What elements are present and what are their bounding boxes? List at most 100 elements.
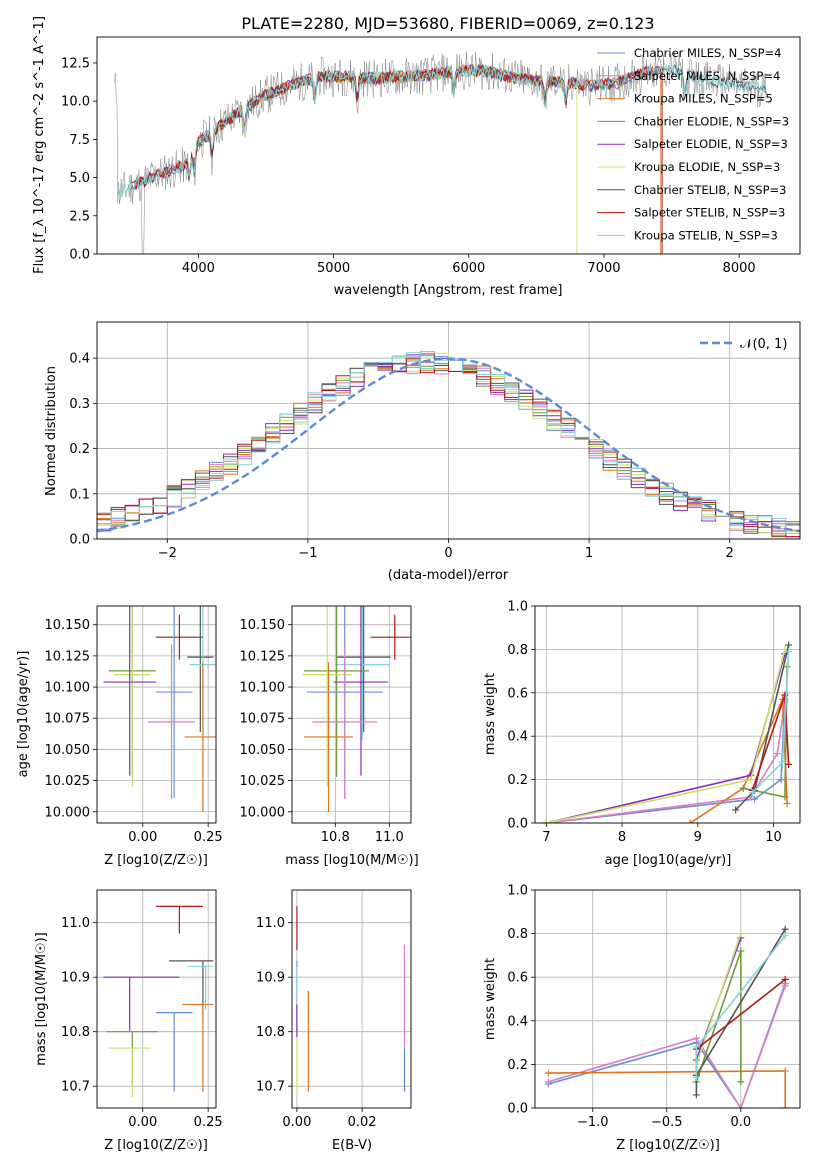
y-tick-label: 2.5 <box>69 209 90 224</box>
y-tick-label: 10.8 <box>256 1025 285 1040</box>
y-axis-label: age [log10(age/yr)] <box>16 651 31 778</box>
y-tick-label: 10.150 <box>240 618 286 633</box>
x-tick-label: 0.25 <box>194 830 223 845</box>
y-tick-label: 10.7 <box>256 1080 285 1095</box>
axes-frame <box>96 605 217 824</box>
weight-lines <box>542 641 793 823</box>
x-axis-label: mass [log10(M/M☉)] <box>285 853 418 868</box>
x-axis-label: age [log10(age/yr)] <box>605 853 732 868</box>
weight-salpeter_miles-marker <box>773 750 781 758</box>
y-tick-label: 10.125 <box>45 649 91 664</box>
histogram-lines <box>97 351 800 538</box>
axes-frame <box>96 889 217 1109</box>
x-tick-label: 0.00 <box>128 830 157 845</box>
y-tick-label: 10.075 <box>240 712 286 727</box>
x-tick-label: −2 <box>158 546 177 561</box>
y-tick-label: 0.6 <box>507 686 528 701</box>
y-tick-label: 10.9 <box>256 971 285 986</box>
weight-chabrier_miles-marker <box>777 776 785 784</box>
y-tick-label: 0.8 <box>507 643 528 658</box>
weight-salpeter_miles-marker <box>781 982 789 990</box>
weight-chabrier_stelib-marker <box>785 641 793 649</box>
y-tick-label: 10.075 <box>45 712 91 727</box>
y-tick-label: 10.050 <box>45 743 91 758</box>
weight-chabrier_stelib-marker <box>732 806 740 814</box>
y-tick-label: 0.6 <box>507 971 528 986</box>
axes-frame <box>291 889 412 1109</box>
x-axis-label: E(B-V) <box>332 1138 372 1153</box>
figure-title: PLATE=2280, MJD=53680, FIBERID=0069, z=0… <box>241 14 654 33</box>
legend-label-chabrier_miles: Chabrier MILES, N_SSP=4 <box>634 46 781 60</box>
weight-salpeter_stelib-marker <box>781 691 789 699</box>
axes-frame <box>291 605 412 824</box>
legend-label-salpeter_elodie: Salpeter ELODIE, N_SSP=3 <box>634 137 788 151</box>
axes-frame <box>534 605 801 824</box>
y-axis-label: Flux [f_λ 10^-17 erg cm^-2 s^-1 A^-1] <box>32 16 47 274</box>
y-tick-label: 0.0 <box>69 533 90 548</box>
x-tick-label: 11.0 <box>375 830 404 845</box>
weight-kroupa_stelib-marker <box>692 1043 700 1051</box>
y-tick-label: 0.3 <box>69 397 90 412</box>
x-axis-label: wavelength [Angstrom, rest frame] <box>334 283 563 298</box>
x-tick-label: 0.00 <box>282 1115 311 1130</box>
legend-label-gauss: 𝒩(0, 1) <box>740 337 787 352</box>
weight-vs-age-panel: 7 8 9 10 0.0 0.2 0.4 0.6 0.8 1.0 age [log10(age/yr… <box>483 600 801 868</box>
weight-kroupa_miles-marker <box>781 1067 789 1075</box>
x-tick-label: 0.0 <box>730 1115 751 1130</box>
weight-kroupa_miles-marker <box>781 1104 789 1108</box>
error-bars <box>103 606 216 812</box>
weight-kroupa_stelib-marker <box>781 932 789 940</box>
y-tick-label: 1.0 <box>507 600 528 615</box>
y-tick-label: 0.0 <box>69 248 90 263</box>
y-tick-label: 10.125 <box>240 649 286 664</box>
x-tick-label: 8 <box>618 830 626 845</box>
histogram-salpeter_stelib-line <box>97 358 800 538</box>
y-tick-label: 0.2 <box>69 442 90 457</box>
x-tick-label: 5000 <box>317 261 350 276</box>
x-tick-label: −0.5 <box>651 1115 683 1130</box>
weight-chabrier_elodie-marker <box>737 1078 745 1086</box>
x-tick-label: −1.0 <box>577 1115 609 1130</box>
weight-chabrier_miles-line <box>546 699 786 823</box>
weight-kroupa_elodie-marker <box>747 776 755 784</box>
error-bars <box>296 906 406 1098</box>
x-axis-label: (data-model)/error <box>388 568 509 583</box>
spectrum-panel: 4000 5000 6000 7000 8000 0.0 2.5 5.0 7.5 10.0 12.5… <box>32 16 801 298</box>
weight-kroupa_elodie-marker <box>542 819 550 823</box>
weight-salpeter_miles-marker <box>692 1034 700 1042</box>
weight-kroupa_stelib-marker <box>748 789 756 797</box>
x-tick-label: 8000 <box>723 261 756 276</box>
y-tick-label: 0.2 <box>507 1058 528 1073</box>
x-tick-label: 2 <box>726 546 734 561</box>
weight-chabrier_miles-marker <box>751 795 759 803</box>
y-tick-label: 10.025 <box>45 774 91 789</box>
legend-label-salpeter_miles: Salpeter MILES, N_SSP=4 <box>634 69 780 83</box>
weight-chabrier_elodie-marker <box>739 784 747 792</box>
x-tick-label: 0.25 <box>194 1115 223 1130</box>
y-axis-label: mass [log10(M/M☉)] <box>34 932 49 1065</box>
x-tick-label: 0.00 <box>128 1115 157 1130</box>
weight-lines <box>544 925 789 1108</box>
y-tick-label: 10.9 <box>61 971 90 986</box>
y-tick-label: 10.7 <box>61 1080 90 1095</box>
y-tick-label: 0.2 <box>507 773 528 788</box>
residuals-panel: −2 −1 0 1 2 0.0 0.1 0.2 0.3 0.4 𝒩(0, 1) (data-model… <box>44 321 801 583</box>
age-vs-mass-panel: 10.8 11.0 10.000 10.025 10.050 10.075 10.100 10… <box>240 605 419 868</box>
y-tick-label: 0.8 <box>507 927 528 942</box>
x-tick-label: −1 <box>298 546 317 561</box>
y-tick-label: 0.4 <box>507 1014 528 1029</box>
spectrum-legend: Chabrier MILES, N_SSP=4 Salpeter MILES, N… <box>597 46 789 242</box>
weight-kroupa_miles-marker <box>783 799 791 807</box>
y-tick-label: 10.8 <box>61 1025 90 1040</box>
y-tick-label: 5.0 <box>69 171 90 186</box>
x-tick-label: 4000 <box>182 261 215 276</box>
legend-label-kroupa_stelib: Kroupa STELIB, N_SSP=3 <box>634 228 778 242</box>
x-tick-label: 10.8 <box>321 830 350 845</box>
y-tick-label: 10.000 <box>45 805 91 820</box>
weight-salpeter_stelib-marker <box>785 760 793 768</box>
x-tick-label: 7 <box>542 830 550 845</box>
x-tick-label: 0.02 <box>348 1115 377 1130</box>
y-tick-label: 11.0 <box>61 916 90 931</box>
y-tick-label: 1.0 <box>507 884 528 899</box>
